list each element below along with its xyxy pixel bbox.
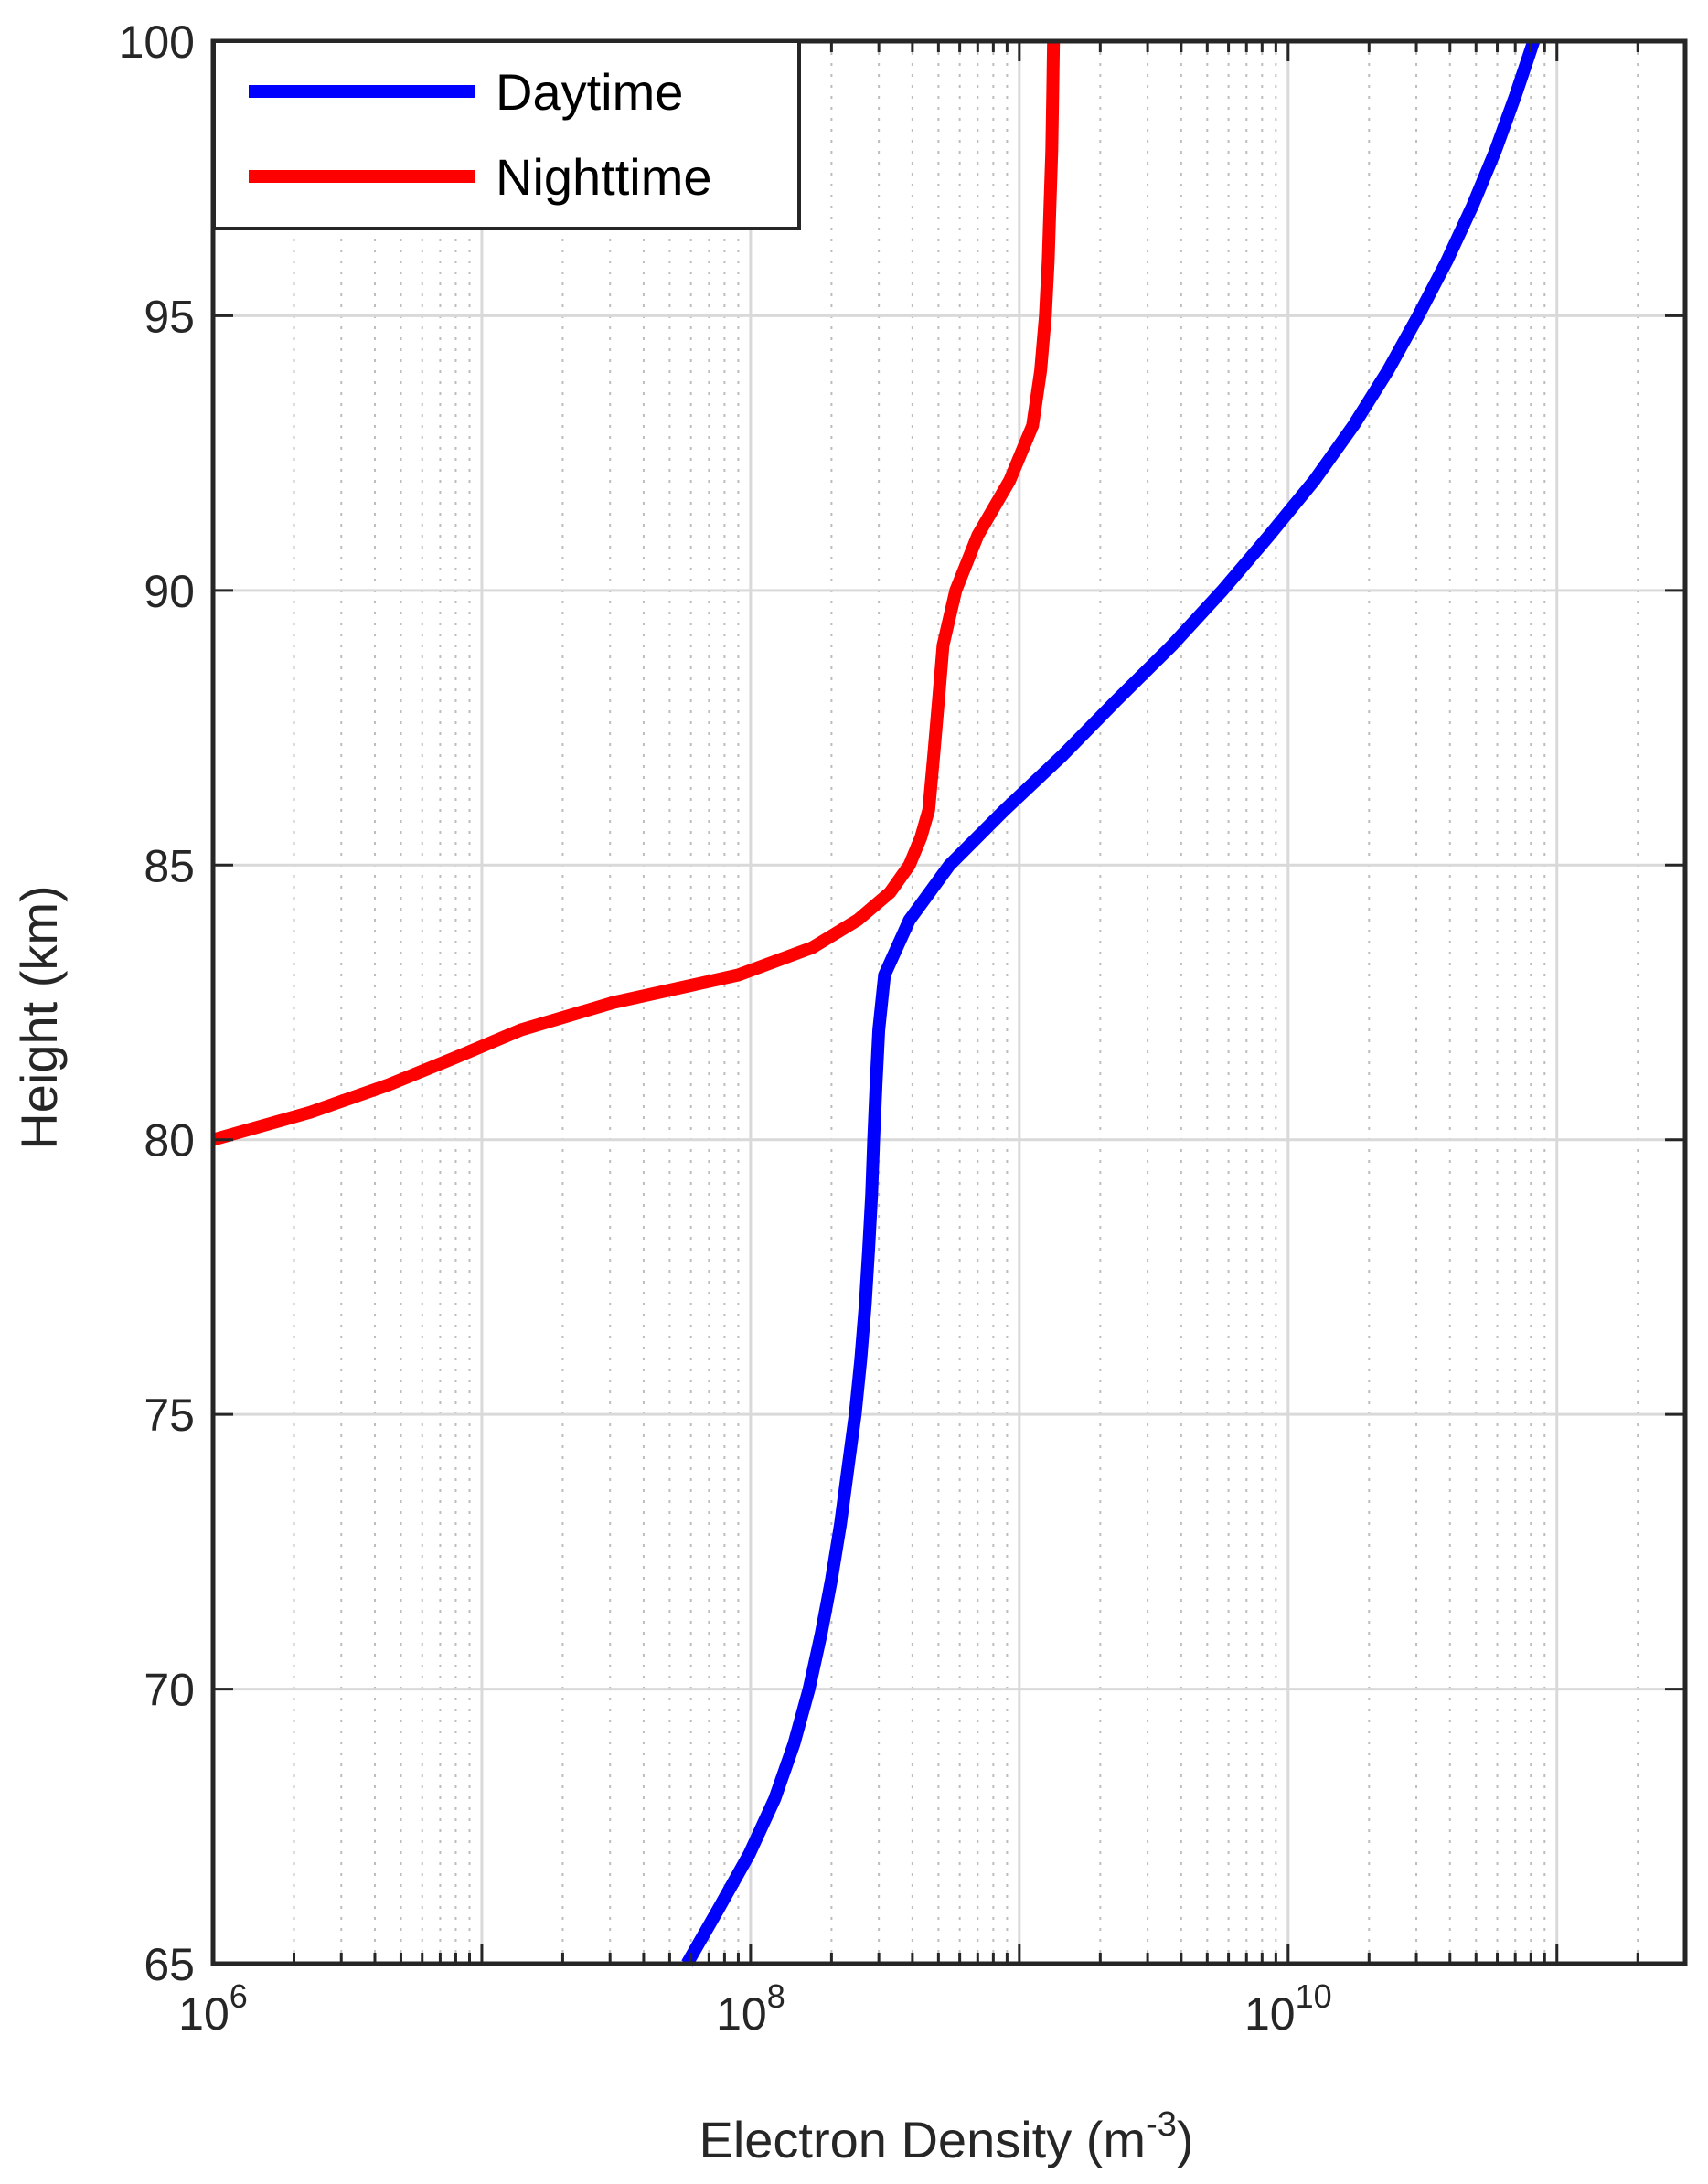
y-tick-label: 100 (119, 16, 195, 68)
series-line-daytime (681, 38, 1541, 1967)
x-axis-label: Electron Density (m-3) (699, 2105, 1193, 2168)
y-tick-label: 85 (144, 840, 195, 891)
tick-labels: 65 70 75 80 85 90 95 100 106 108 1010 (119, 16, 1332, 2040)
y-axis-label: Height (km) (10, 885, 68, 1149)
x-tick-label: 106 (178, 1977, 248, 2040)
legend-box (212, 39, 801, 230)
y-tick-label: 80 (144, 1115, 195, 1167)
y-tick-label: 65 (144, 1939, 195, 1990)
x-tick-label: 108 (716, 1977, 785, 2040)
minor-grid (293, 41, 1686, 1964)
y-tick-label: 90 (144, 566, 195, 617)
legend-label-nighttime: Nighttime (496, 148, 712, 206)
y-tick-label: 70 (144, 1665, 195, 1716)
x-tick-label: 1010 (1244, 1977, 1332, 2040)
y-tick-label: 95 (144, 291, 195, 342)
legend: Daytime Nighttime (212, 39, 801, 230)
plot-frame (210, 38, 1688, 1966)
series-layer (211, 38, 1541, 1967)
series-line-nighttime (211, 40, 1061, 1146)
legend-label-daytime: Daytime (496, 63, 683, 121)
y-tick-label: 75 (144, 1390, 195, 1441)
